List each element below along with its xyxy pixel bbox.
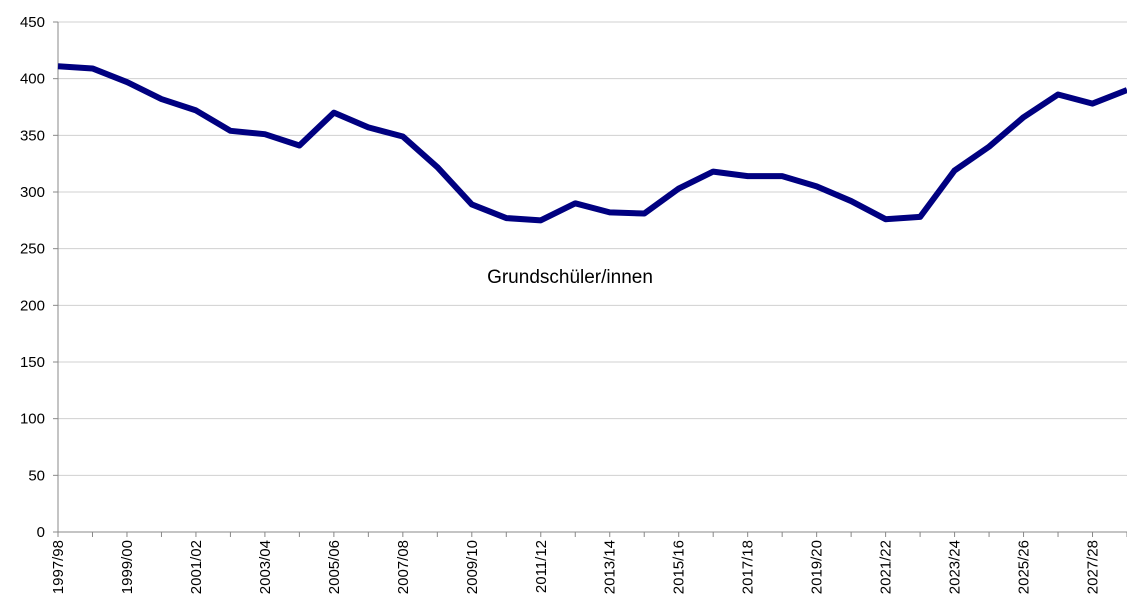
- x-tick-label: 2019/20: [809, 540, 826, 594]
- y-tick-label: 400: [20, 71, 45, 88]
- series-annotation: Grundschüler/innen: [487, 267, 653, 288]
- x-tick-label: 2009/10: [464, 540, 481, 594]
- x-tick-label: 2015/16: [671, 540, 688, 594]
- x-tick-label: 2023/24: [947, 540, 964, 594]
- data-line: [57, 63, 1127, 224]
- y-tick-label: 50: [28, 467, 45, 484]
- y-tick-label: 100: [20, 411, 45, 428]
- x-tick-label: 2025/26: [1016, 540, 1033, 594]
- x-tick-label: 1999/00: [119, 540, 136, 594]
- x-tick-label: 2003/04: [257, 540, 274, 594]
- x-tick-label: 2013/14: [602, 540, 619, 594]
- x-tick-label: 2001/02: [188, 540, 205, 594]
- y-tick-label: 300: [20, 184, 45, 201]
- y-tick-label: 200: [20, 297, 45, 314]
- x-tick-label: 2011/12: [533, 540, 550, 593]
- y-tick-label: 250: [20, 241, 45, 258]
- x-tick-label: 2021/22: [878, 540, 895, 594]
- y-tick-label: 150: [20, 354, 45, 371]
- x-tick-label: 2007/08: [395, 540, 412, 594]
- y-tick-label: 350: [20, 127, 45, 144]
- x-tick-label: 2017/18: [740, 540, 757, 594]
- x-tick-label: 2005/06: [326, 540, 343, 594]
- x-tick-label: 2027/28: [1085, 540, 1102, 594]
- x-tick-label: 1997/98: [50, 540, 67, 594]
- y-tick-label: 0: [37, 524, 45, 541]
- y-tick-label: 450: [20, 14, 45, 31]
